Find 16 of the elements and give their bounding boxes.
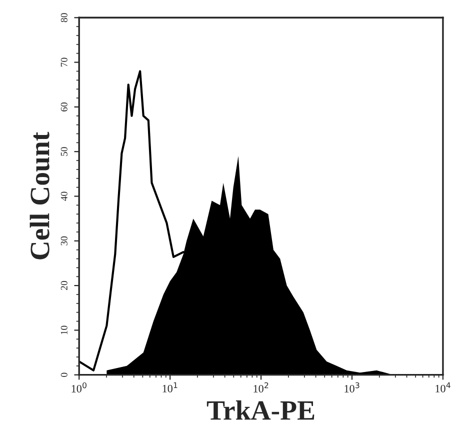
y-tick-label: 50	[60, 147, 68, 156]
y-axis-title: Cell Count	[30, 132, 50, 260]
x-axis-title: TrkA-PE	[206, 400, 314, 420]
x-tick-label: 10$^{0}$	[72, 382, 86, 392]
y-tick-label: 60	[60, 102, 68, 112]
y-tick-label: 30	[60, 236, 68, 246]
x-tick-label: 10$^{1}$	[162, 382, 178, 392]
y-tick-label: 80	[60, 13, 68, 22]
y-tick-label: 10	[60, 326, 68, 334]
y-tick-label: 0	[60, 372, 68, 377]
x-tick-label: 10$^{4}$	[436, 382, 450, 392]
y-tick-label: 40	[60, 192, 68, 201]
x-tick-label: 10$^{3}$	[344, 382, 360, 392]
y-tick-label: 70	[60, 58, 68, 67]
y-tick-label: 20	[60, 281, 68, 290]
x-tick-label: 10$^{2}$	[254, 382, 268, 392]
